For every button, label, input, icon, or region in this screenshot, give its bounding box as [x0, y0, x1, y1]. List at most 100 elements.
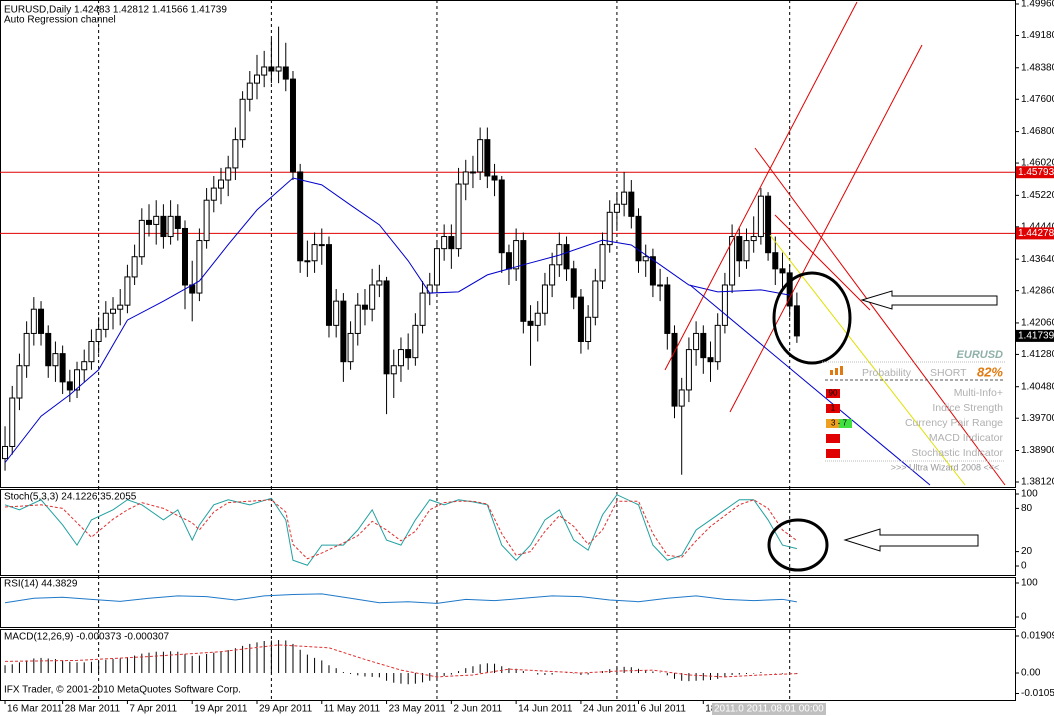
candle-body — [678, 389, 685, 407]
indicator-line — [4, 494, 798, 566]
row-label: MACD Indicator — [929, 432, 1004, 444]
candle-body — [88, 341, 95, 363]
candle-body — [210, 187, 217, 201]
panel-title: MACD(12,26,9) -0.000373 -0.000307 — [4, 632, 170, 643]
candle-body — [462, 171, 469, 185]
candle-body — [268, 66, 275, 72]
trend-line — [664, 1, 858, 371]
candle-body — [577, 296, 584, 343]
row-label: Stochastic Indicator — [911, 447, 1003, 459]
x-tick-label: 11 May 2011 — [324, 704, 381, 715]
probability: 82% — [977, 364, 1003, 379]
y-tick-label: 100 — [1021, 578, 1038, 589]
x-tick-label: 14 Jun 2011 — [518, 704, 573, 715]
candle-body — [304, 260, 311, 263]
candle-body — [693, 332, 700, 351]
candle-body — [146, 219, 153, 225]
cursor-label: 2011.0 2011.08.01 00:00 — [714, 704, 824, 715]
candle-body — [621, 191, 628, 205]
candle-body — [239, 98, 246, 141]
candle-body — [469, 171, 476, 174]
direction: SHORT — [930, 367, 967, 379]
y-tick-label: 0 — [1021, 561, 1027, 572]
y-tick-label: 1.48380 — [1021, 62, 1054, 73]
icon — [830, 370, 833, 375]
y-tick-label: 1.43640 — [1021, 254, 1054, 265]
candle-body — [59, 353, 66, 383]
candle-body — [153, 215, 160, 225]
candle-body — [541, 284, 548, 314]
candle-body — [491, 175, 498, 181]
candle-body — [182, 227, 189, 286]
candle-body — [297, 171, 304, 262]
candle-body — [671, 332, 678, 407]
last-price-label: 1.41739 — [1018, 331, 1054, 342]
row-label: Indice Strength — [932, 402, 1003, 414]
candle-body — [160, 215, 167, 238]
candle-body — [520, 240, 527, 322]
indicator-line — [4, 593, 797, 604]
candle-body — [16, 365, 23, 399]
indicator-line — [5, 644, 797, 678]
candle-body — [700, 332, 707, 359]
info-symbol: EURUSD — [957, 349, 1004, 361]
highlight-circle — [767, 518, 829, 572]
candle-body — [736, 236, 743, 262]
badge — [826, 449, 840, 458]
candle-body — [628, 191, 635, 217]
candle-body — [721, 284, 728, 326]
candle-body — [340, 300, 347, 363]
candle-body — [131, 256, 138, 278]
y-tick-label: 0 — [1021, 612, 1027, 623]
x-tick-label: 24 Jun 2011 — [583, 704, 638, 715]
candle-body — [347, 332, 354, 363]
candle-body — [138, 219, 145, 258]
trend-line — [769, 234, 966, 486]
candle-body — [750, 236, 757, 242]
last-price-box — [1016, 329, 1054, 342]
trend-line — [754, 147, 1006, 486]
info-panel: EURUSD Probability SHORT 82% 90 Multi-In… — [822, 349, 1005, 472]
candle-body — [52, 353, 59, 367]
candle-body — [649, 256, 656, 286]
stoch-frame — [0, 489, 1016, 576]
candle-body — [455, 183, 462, 250]
badge — [826, 434, 840, 443]
candle-body — [599, 244, 606, 282]
arrow — [860, 290, 998, 310]
y-tick-label: 20 — [1021, 546, 1033, 557]
candle-body — [757, 195, 764, 238]
candle-body — [102, 312, 109, 330]
panel-title: EURUSD,Daily 1.42483 1.42812 1.41566 1.4… — [4, 5, 227, 16]
candle-body — [261, 66, 268, 76]
candle-body — [513, 240, 520, 270]
trend-line — [689, 284, 931, 486]
candle-body — [117, 304, 124, 310]
y-tick-label: 1.39700 — [1021, 413, 1054, 424]
candle-body — [642, 256, 649, 262]
y-tick-label: 1.42860 — [1021, 285, 1054, 296]
badge-label: 1 — [831, 404, 836, 413]
panel-footer: >>> Ultra Wizard 2008 <<< — [891, 462, 1000, 472]
price-level-label: 1.45793 — [1018, 167, 1054, 178]
candle-body — [484, 139, 491, 177]
candle-body — [95, 328, 102, 343]
y-tick-label: 0.00 — [1021, 668, 1041, 679]
rsi-frame — [0, 577, 1016, 628]
badge-label: 90 — [829, 389, 838, 398]
candle-body — [354, 304, 361, 334]
candle-body — [253, 74, 260, 84]
candle-body — [743, 240, 750, 262]
candle-body — [369, 284, 376, 310]
candle-body — [311, 244, 318, 262]
candle-body — [765, 195, 772, 254]
y-tick-label: 1.45220 — [1021, 190, 1054, 201]
row-label: Currency Pair Range — [905, 417, 1003, 429]
candle-body — [592, 280, 599, 318]
probability-label: Probability — [862, 367, 912, 379]
copyright: IFX Trader, © 2001-2010 MetaQuotes Softw… — [4, 685, 241, 696]
y-tick-label: 1.46800 — [1021, 126, 1054, 137]
